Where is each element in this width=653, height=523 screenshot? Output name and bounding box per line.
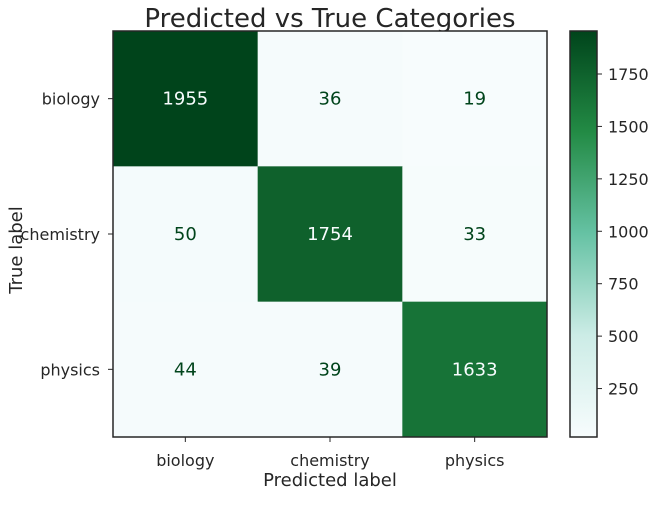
heatmap-cell [257, 301, 403, 438]
colorbar-tick-label: 1750 [608, 65, 649, 84]
heatmap-cell [113, 166, 259, 303]
heatmap-cell [257, 166, 403, 303]
y-axis-ticks: biology chemistry physics [21, 90, 113, 379]
cell-value-label: 50 [174, 224, 197, 245]
cell-value-label: 1633 [452, 359, 498, 380]
colorbar: 250 500 750 1000 1250 1500 1750 [569, 30, 649, 438]
cell-value-label: 36 [319, 89, 342, 110]
heatmap-cell [113, 31, 259, 167]
y-tick-label: biology [42, 90, 100, 109]
x-axis-ticks: biology chemistry physics [156, 437, 505, 470]
cell-value-label: 1754 [307, 224, 353, 245]
heatmap-cell-labels: 1955 36 19 50 1754 33 44 39 1633 [162, 89, 497, 381]
chart-title: Predicted vs True Categories [144, 4, 515, 34]
y-axis-label: True label [6, 206, 27, 295]
heatmap-cells [113, 31, 548, 438]
heatmap-cell [257, 31, 403, 167]
x-axis-label: Predicted label [263, 470, 397, 491]
cell-value-label: 39 [319, 359, 342, 380]
colorbar-ticks: 250 500 750 1000 1250 1500 1750 [597, 65, 649, 399]
cell-value-label: 33 [463, 224, 486, 245]
colorbar-gradient [569, 30, 598, 438]
colorbar-tick-label: 1250 [608, 170, 649, 189]
cell-value-label: 44 [174, 359, 197, 380]
colorbar-tick-label: 750 [608, 275, 639, 294]
cell-value-label: 19 [463, 89, 486, 110]
colorbar-tick-label: 250 [608, 380, 639, 399]
heatmap-cell [402, 31, 548, 167]
y-tick-label: chemistry [21, 225, 100, 244]
heatmap-cell [113, 301, 259, 438]
x-tick-label: chemistry [290, 451, 369, 470]
x-tick-label: biology [156, 451, 214, 470]
heatmap-cell [402, 166, 548, 303]
colorbar-tick-label: 1500 [608, 117, 649, 136]
y-tick-label: physics [40, 360, 100, 379]
cell-value-label: 1955 [162, 89, 208, 110]
colorbar-tick-label: 1000 [608, 222, 649, 241]
x-tick-label: physics [445, 451, 505, 470]
colorbar-tick-label: 500 [608, 327, 639, 346]
heatmap-cell [402, 301, 548, 438]
